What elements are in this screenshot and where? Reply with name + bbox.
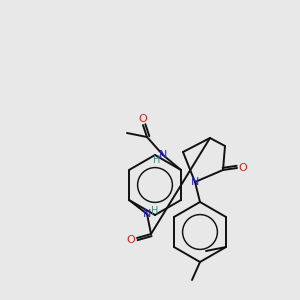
- Text: O: O: [238, 163, 247, 173]
- Text: O: O: [139, 114, 147, 124]
- Text: N: N: [191, 177, 199, 187]
- Text: H: H: [151, 206, 159, 216]
- Text: N: N: [143, 209, 151, 219]
- Text: H: H: [153, 155, 161, 165]
- Text: N: N: [159, 150, 167, 160]
- Text: O: O: [127, 235, 135, 245]
